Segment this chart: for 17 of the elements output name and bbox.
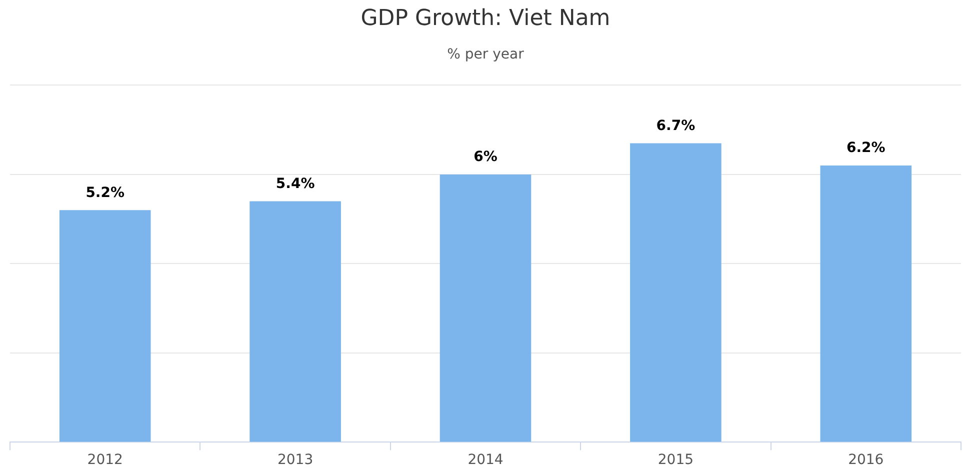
x-tick-label: 2015 xyxy=(658,452,694,468)
x-tick-label: 2014 xyxy=(468,452,504,468)
data-label: 5.4% xyxy=(276,176,315,192)
bar xyxy=(820,166,912,442)
chart-subtitle: % per year xyxy=(447,46,524,62)
bar xyxy=(440,174,532,442)
bar xyxy=(250,201,341,442)
data-label: 6% xyxy=(474,149,498,166)
x-tick-label: 2016 xyxy=(848,452,884,468)
bar xyxy=(59,210,151,442)
data-label: 6.7% xyxy=(656,118,696,134)
x-tick-label: 2012 xyxy=(87,452,123,468)
chart-title: GDP Growth: Viet Nam xyxy=(360,6,610,31)
data-label: 5.2% xyxy=(86,184,125,201)
x-tick-label: 2013 xyxy=(277,452,314,468)
bar xyxy=(630,143,722,442)
data-label: 6.2% xyxy=(846,140,886,156)
